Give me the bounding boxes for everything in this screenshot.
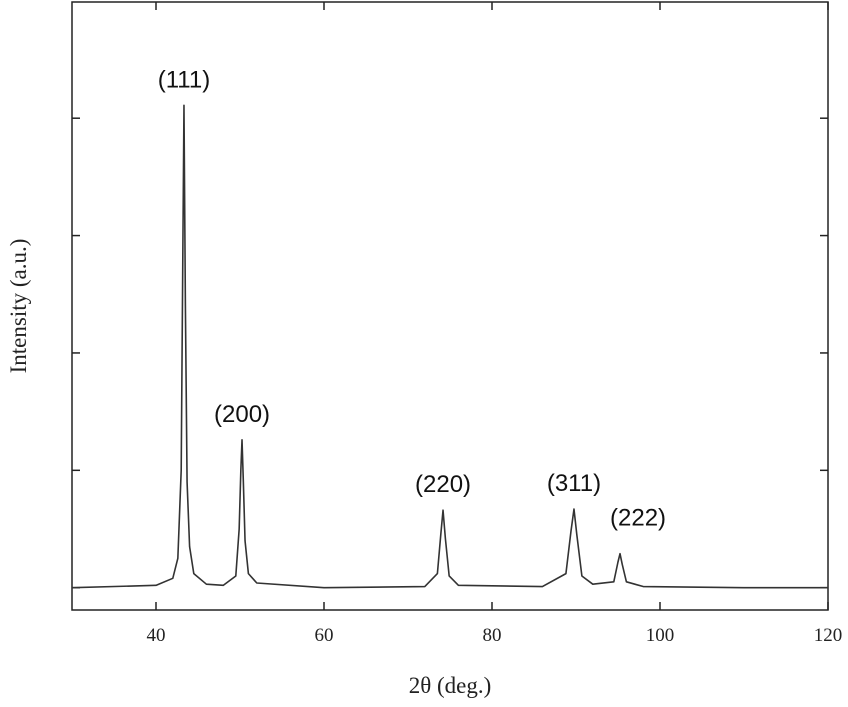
x-tick-label: 40: [147, 625, 166, 646]
peak-label: (111): [158, 66, 210, 93]
plot-frame: [71, 1, 829, 611]
x-tick-label: 100: [646, 625, 675, 646]
peak-label: (200): [214, 401, 270, 428]
x-tick-label: 80: [483, 625, 502, 646]
x-axis-label: 2θ (deg.): [409, 673, 492, 698]
x-tick-label: 120: [814, 625, 843, 646]
data-line: [71, 104, 828, 589]
peak-label: (220): [415, 471, 471, 498]
x-tick-label: 60: [315, 625, 334, 646]
peak-label: (311): [547, 470, 601, 497]
y-axis-label: Intensity (a.u.): [6, 239, 31, 374]
peak-label: (222): [610, 505, 666, 532]
